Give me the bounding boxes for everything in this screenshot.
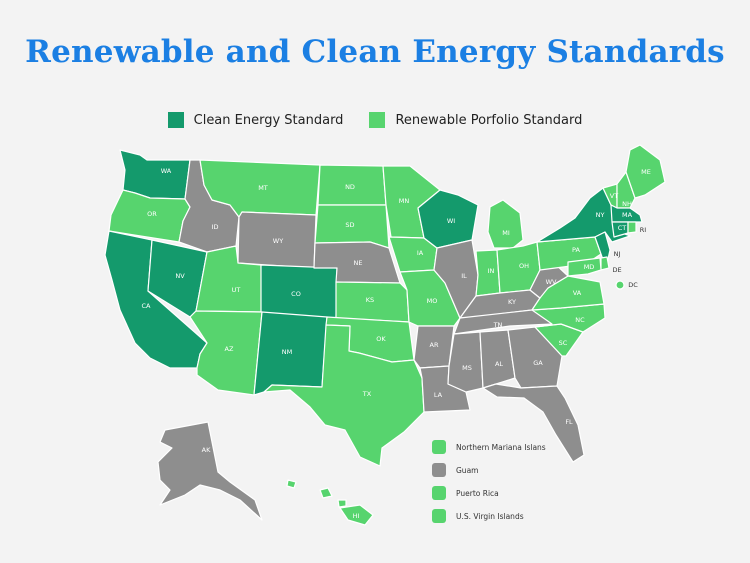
state-label-nm: NM xyxy=(282,348,292,356)
state-label-nc: NC xyxy=(575,316,585,324)
state-label-ms: MS xyxy=(462,364,472,372)
state-label-ma: MA xyxy=(622,211,633,219)
state-nh xyxy=(616,171,636,209)
state-label-wy: WY xyxy=(273,237,283,245)
state-me xyxy=(625,144,666,199)
state-label-ok: OK xyxy=(376,335,386,343)
legend-swatch-clean xyxy=(167,112,184,128)
state-label-ne: NE xyxy=(354,259,363,267)
state-label-pa: PA xyxy=(572,246,581,254)
state-fl xyxy=(482,383,585,463)
state-label-il: IL xyxy=(461,272,467,280)
state-de xyxy=(600,256,610,271)
state-label-ga: GA xyxy=(533,359,543,367)
legend-label-clean: Clean Energy Standard xyxy=(193,112,344,128)
state-label-mo: MO xyxy=(427,297,438,305)
territory-label: Puerto Rica xyxy=(456,488,499,498)
state-label-nd: ND xyxy=(345,183,355,191)
legend-swatch-rps xyxy=(369,112,386,128)
state-label-nj: NJ xyxy=(614,250,621,258)
state-md xyxy=(567,257,602,277)
map-legend: Clean Energy Standard Renewable Porfolio… xyxy=(0,112,750,128)
state-label-wi: WI xyxy=(447,217,455,225)
state-label-la: LA xyxy=(434,391,443,399)
state-label-nh: NH xyxy=(622,200,632,208)
territory-label: Northern Mariana Islans xyxy=(456,442,546,452)
legend-label-rps: Renewable Porfolio Standard xyxy=(395,112,583,128)
state-label-ak: AK xyxy=(202,446,211,454)
state-label-me: ME xyxy=(641,168,651,176)
state-label-sc: SC xyxy=(559,339,568,347)
state-label-al: AL xyxy=(495,360,503,368)
state-ak xyxy=(157,421,263,521)
state-label-tx: TX xyxy=(362,390,372,398)
state-label-ar: AR xyxy=(430,341,439,349)
state-wi xyxy=(417,189,479,249)
territory-swatch xyxy=(432,440,446,454)
state-label-ia: IA xyxy=(417,249,424,257)
state-label-ct: CT xyxy=(618,224,627,232)
territory-item: Guam xyxy=(432,463,546,477)
territories-legend: Northern Mariana Islans Guam Puerto Rica U.… xyxy=(432,440,546,532)
state-label-ca: CA xyxy=(142,302,152,310)
state-mi xyxy=(487,199,524,249)
state-label-fl: FL xyxy=(565,418,573,426)
territory-swatch xyxy=(432,463,446,477)
state-label-nv: NV xyxy=(175,272,185,280)
legend-item-rps: Renewable Porfolio Standard xyxy=(369,112,582,128)
state-label-id: ID xyxy=(212,223,219,231)
state-label-in: IN xyxy=(488,267,495,275)
state-label-oh: OH xyxy=(519,262,529,270)
state-label-mi: MI xyxy=(502,229,510,237)
state-label-mn: MN xyxy=(399,197,410,205)
state-label-ut: UT xyxy=(232,286,241,294)
state-label-ri: RI xyxy=(640,226,647,234)
state-label-va: VA xyxy=(573,289,582,297)
territory-label: Guam xyxy=(456,465,479,475)
territory-item: Puerto Rica xyxy=(432,486,546,500)
state-label-sd: SD xyxy=(345,221,354,229)
state-ri xyxy=(627,221,637,234)
state-label-co: CO xyxy=(291,290,301,298)
state-label-wa: WA xyxy=(161,167,172,175)
state-label-de: DE xyxy=(612,266,621,274)
state-label-ky: KY xyxy=(508,298,516,306)
territory-swatch xyxy=(432,486,446,500)
territory-item: Northern Mariana Islans xyxy=(432,440,546,454)
state-dc xyxy=(615,280,625,290)
map-title: Renewable and Clean Energy Standards xyxy=(25,34,725,70)
state-ms xyxy=(447,331,484,393)
legend-item-clean: Clean Energy Standard xyxy=(167,112,344,128)
territory-label: U.S. Virgin Islands xyxy=(456,511,524,521)
state-label-ny: NY xyxy=(596,211,605,219)
state-label-mt: MT xyxy=(258,184,268,192)
territory-swatch xyxy=(432,509,446,523)
state-label-wv: WV xyxy=(546,278,557,286)
territory-item: U.S. Virgin Islands xyxy=(432,509,546,523)
state-label-ks: KS xyxy=(366,296,374,304)
state-label-tn: TN xyxy=(493,321,503,329)
state-hi xyxy=(286,479,374,526)
state-label-hi: HI xyxy=(353,512,360,520)
state-label-md: MD xyxy=(584,263,595,271)
state-label-vt: VT xyxy=(610,192,618,200)
state-az xyxy=(189,310,263,396)
state-label-dc: DC xyxy=(628,281,638,289)
state-label-az: AZ xyxy=(225,345,234,353)
state-al xyxy=(479,329,516,389)
state-label-or: OR xyxy=(147,210,157,218)
state-tx xyxy=(263,324,425,467)
